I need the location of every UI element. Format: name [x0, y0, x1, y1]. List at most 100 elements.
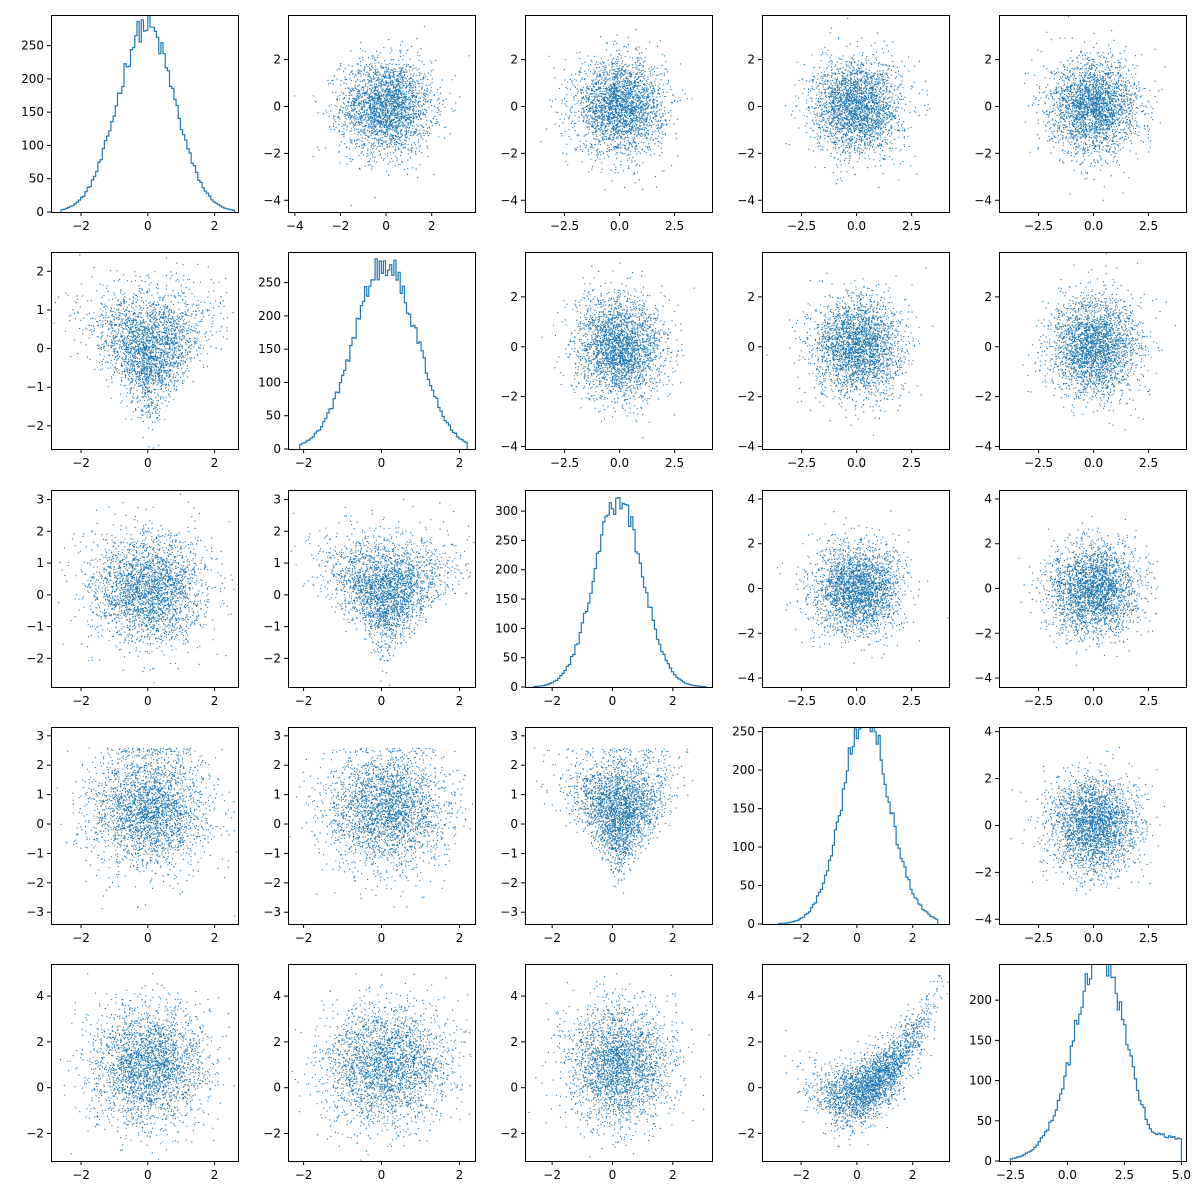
y-tick-label: 0 [36, 817, 44, 831]
y-tick-label: 2 [747, 290, 755, 304]
axes-frame [762, 490, 950, 688]
y-tick-label: 4 [747, 989, 755, 1003]
y-tick-label: −2 [737, 626, 755, 640]
y-tick-label: 2 [510, 53, 518, 67]
y-tick-label: 4 [747, 492, 755, 506]
y-tick-label: 200 [21, 72, 44, 86]
x-tick-label: 0 [609, 1168, 617, 1182]
x-tick-label: 2 [909, 931, 917, 945]
x-tick-label: 0 [853, 931, 861, 945]
y-tick-label: −1 [263, 846, 281, 860]
axes-frame [762, 252, 950, 450]
y-tick-label: 1 [510, 788, 518, 802]
y-tick-label: −4 [500, 440, 518, 454]
x-tick-label: 2 [211, 219, 219, 233]
x-tick-label: 0.0 [1084, 931, 1103, 945]
y-tick-label: 250 [495, 533, 518, 547]
y-tick-label: 2 [747, 1035, 755, 1049]
y-tick-label: 100 [732, 840, 755, 854]
y-tick-label: −2 [974, 390, 992, 404]
y-tick-label: 50 [266, 409, 281, 423]
scatter-points [1022, 253, 1176, 431]
axes-frame [288, 252, 476, 450]
histogram-step-line [60, 15, 236, 212]
x-tick-label: 0 [144, 1168, 152, 1182]
scatter-marks [784, 974, 949, 1148]
x-tick-label: 5.0 [1172, 1168, 1191, 1182]
x-tick-label: 2 [211, 1168, 219, 1182]
y-tick-label: 2 [510, 290, 518, 304]
scatter-marks [56, 747, 238, 917]
y-tick-label: 0 [747, 99, 755, 113]
y-tick-label: −1 [26, 380, 44, 394]
y-tick-label: 2 [36, 1035, 44, 1049]
y-tick-label: −4 [737, 193, 755, 207]
y-tick-label: 0 [36, 1081, 44, 1095]
panel-r0-c2: −2.5 0.0 2.5 −4 −2 0 2 [500, 15, 713, 233]
x-tick-label: 2.5 [665, 219, 684, 233]
x-tick-label: −2 [295, 694, 313, 708]
panel-r1-c3: −2.5 0.0 2.5 −4 −2 0 2 [737, 252, 950, 470]
x-tick-label: 0.0 [610, 456, 629, 470]
scatter-marks [784, 17, 931, 189]
scatter-points [1024, 16, 1166, 201]
y-tick-label: 2 [747, 53, 755, 67]
y-tick-label: 0 [510, 1081, 518, 1095]
y-tick-label: 0 [984, 340, 992, 354]
x-tick-label: 0 [853, 1168, 861, 1182]
x-tick-label: 2 [211, 456, 219, 470]
axes-frame [762, 727, 950, 925]
y-tick-label: 2 [510, 1035, 518, 1049]
y-tick-label: 4 [984, 492, 992, 506]
y-tick-label: −2 [737, 1127, 755, 1141]
y-tick-label: 4 [273, 989, 281, 1003]
y-tick-label: 3 [36, 729, 44, 743]
x-tick-label: 2.5 [1139, 219, 1158, 233]
y-tick-label: 100 [258, 375, 281, 389]
y-tick-label: 2 [36, 264, 44, 278]
axes-frame [51, 964, 239, 1162]
y-tick-label: 0 [984, 819, 992, 833]
axes-frame [525, 964, 713, 1162]
y-tick-label: 150 [21, 105, 44, 119]
x-tick-label: −2 [72, 1168, 90, 1182]
x-tick-label: 2.5 [902, 456, 921, 470]
y-tick-label: 0 [984, 99, 992, 113]
y-tick-label: 3 [36, 493, 44, 507]
x-tick-label: −2 [792, 931, 810, 945]
y-tick-label: 150 [732, 802, 755, 816]
y-tick-label: −2 [974, 626, 992, 640]
scatter-points [291, 973, 472, 1161]
scatter-marks [528, 973, 710, 1158]
histogram-step-line [1009, 964, 1182, 1161]
y-tick-label: 0 [36, 205, 44, 219]
x-tick-label: 0.0 [847, 219, 866, 233]
axes-frame [762, 15, 950, 213]
panel-r1-c0: −2 0 2 −2 −1 0 1 2 [26, 252, 239, 470]
x-tick-label: 2.5 [1139, 931, 1158, 945]
y-tick-label: −4 [974, 912, 992, 926]
x-tick-label: 0 [378, 1168, 386, 1182]
y-tick-label: 1 [273, 556, 281, 570]
y-tick-label: 0 [273, 99, 281, 113]
x-tick-label: 2.5 [1139, 694, 1158, 708]
x-tick-label: 2.5 [1139, 456, 1158, 470]
x-tick-label: −2 [295, 456, 313, 470]
x-tick-label: −2 [332, 219, 350, 233]
y-tick-label: −2 [263, 651, 281, 665]
y-tick-label: −4 [974, 193, 992, 207]
x-tick-label: −2 [72, 219, 90, 233]
y-tick-label: 0 [510, 99, 518, 113]
y-tick-label: −4 [737, 671, 755, 685]
y-tick-label: −2 [26, 1127, 44, 1141]
panel-r0-c3: −2.5 0.0 2.5 −4 −2 0 2 [737, 15, 950, 233]
x-tick-label: −2 [72, 694, 90, 708]
y-tick-label: −3 [500, 905, 518, 919]
y-tick-label: −4 [974, 671, 992, 685]
scatter-marks [60, 973, 235, 1160]
y-tick-label: 0 [747, 340, 755, 354]
y-tick-label: −2 [737, 146, 755, 160]
y-tick-label: 2 [273, 1035, 281, 1049]
x-tick-label: 2 [669, 931, 677, 945]
